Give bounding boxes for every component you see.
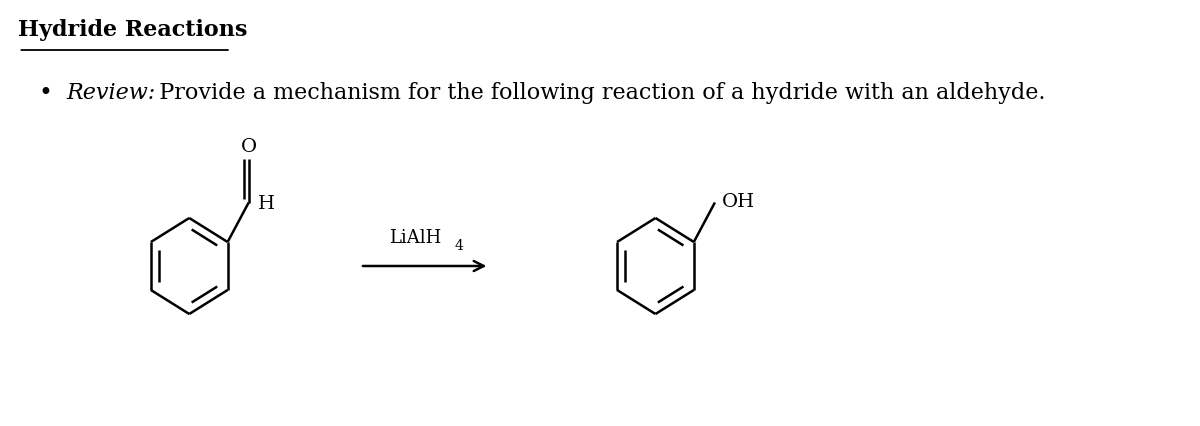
Text: OH: OH bbox=[722, 192, 755, 210]
Text: O: O bbox=[241, 138, 257, 156]
Text: Hydride Reactions: Hydride Reactions bbox=[18, 19, 248, 41]
Text: Review:: Review: bbox=[66, 82, 156, 104]
Text: 4: 4 bbox=[455, 239, 463, 253]
Text: Provide a mechanism for the following reaction of a hydride with an aldehyde.: Provide a mechanism for the following re… bbox=[145, 82, 1045, 104]
Text: •: • bbox=[38, 82, 53, 105]
Text: LiAlH: LiAlH bbox=[389, 228, 442, 246]
Text: H: H bbox=[258, 194, 275, 212]
